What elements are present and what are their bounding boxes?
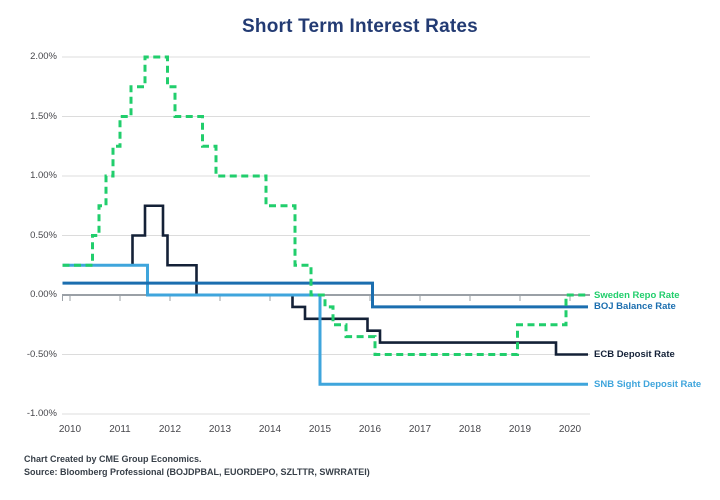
x-axis-label: 2015: [308, 424, 332, 435]
y-axis-label: 1.00%: [30, 170, 57, 181]
x-axis-label: 2016: [358, 424, 382, 435]
series-line-ecb-deposit-rate: [62, 204, 588, 356]
x-axis-label: 2011: [109, 424, 131, 435]
chart-footer: Chart Created by CME Group Economics. So…: [24, 453, 370, 478]
chart-title: Short Term Interest Rates: [242, 16, 478, 37]
y-axis-label: -1.00%: [26, 408, 57, 419]
y-axis-label: 1.50%: [30, 110, 57, 122]
x-axis-label: 2014: [258, 424, 282, 435]
series-line-snb-sight-deposit-rate: [62, 263, 588, 386]
x-axis-label: 2018: [458, 424, 482, 435]
y-axis-label: 0.50%: [30, 229, 57, 241]
series-line-boj-balance-rate: [62, 281, 588, 309]
footer-source-line: Source: Bloomberg Professional (BOJDPBAL…: [24, 466, 370, 477]
y-axis-label: 0.00%: [30, 289, 57, 300]
legend-snb-sight-deposit-rate: SNB Sight Deposit Rate: [594, 378, 702, 390]
x-axis-label: 2013: [208, 424, 232, 435]
x-axis-label: 2010: [58, 424, 82, 435]
series-line-sweden-repo-rate: [62, 55, 588, 356]
legend-boj-balance-rate: BOJ Balance Rate: [594, 301, 676, 313]
x-axis-label: 2017: [408, 424, 432, 435]
x-axis-label: 2020: [558, 424, 582, 435]
x-axis-label: 2019: [508, 424, 532, 435]
x-axis-label: 2012: [158, 424, 182, 435]
y-axis-label: -0.50%: [26, 348, 57, 360]
legend-sweden-repo-rate: Sweden Repo Rate: [594, 289, 680, 301]
legend-ecb-deposit-rate: ECB Deposit Rate: [594, 349, 675, 360]
footer-credit-line: Chart Created by CME Group Economics.: [24, 454, 202, 464]
y-axis-label: 2.00%: [30, 51, 57, 62]
